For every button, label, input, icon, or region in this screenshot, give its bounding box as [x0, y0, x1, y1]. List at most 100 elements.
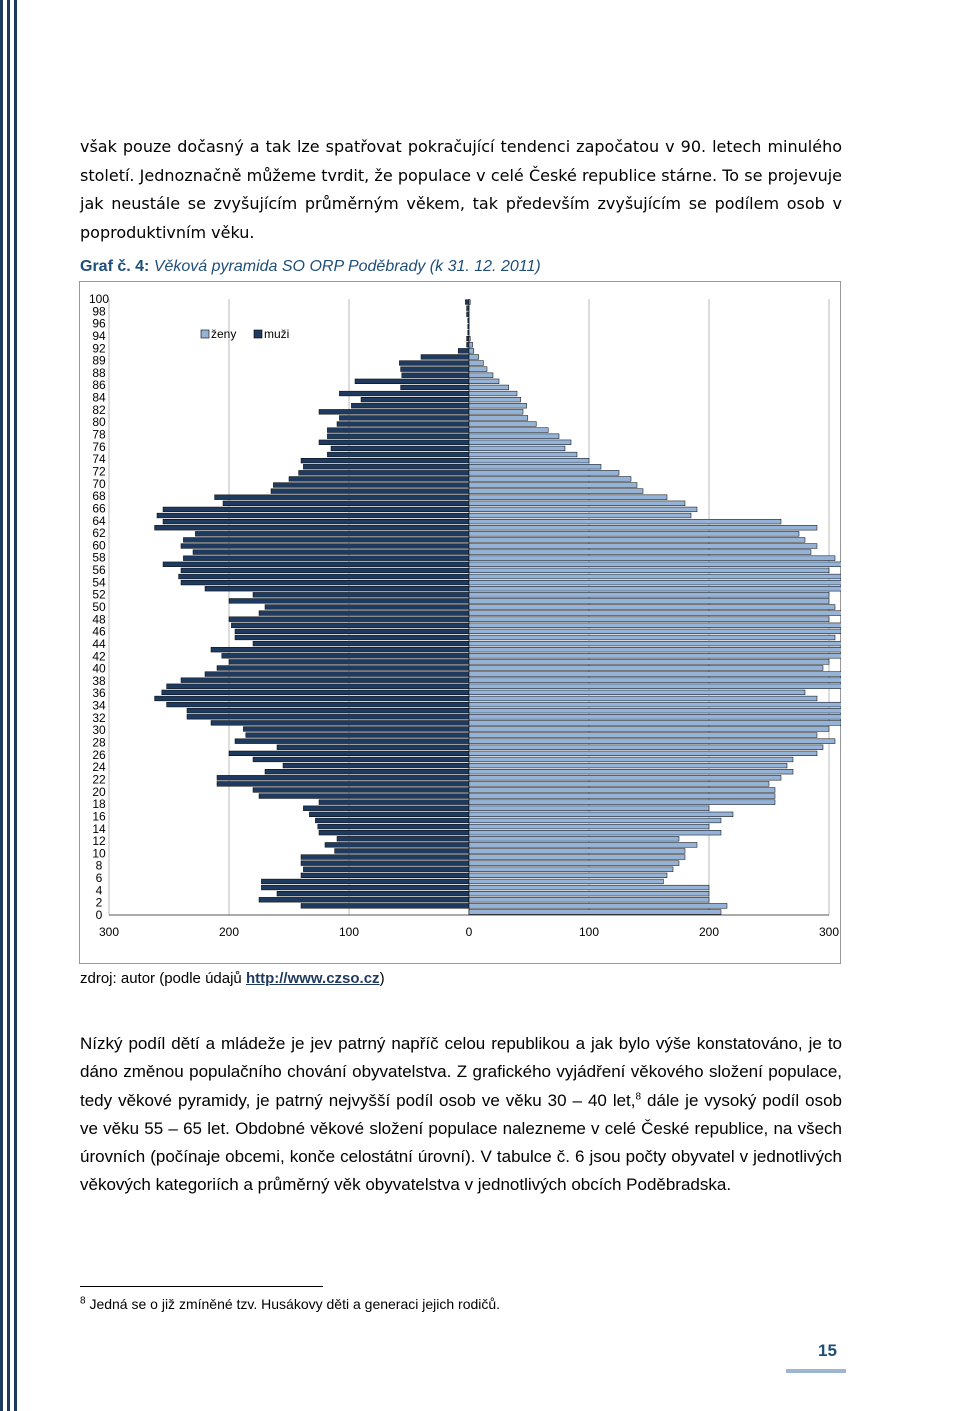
- y-tick-label: 64: [92, 514, 106, 528]
- bar-muzi: [261, 884, 470, 891]
- bar-muzi: [457, 348, 470, 354]
- bar-muzi: [318, 799, 470, 805]
- y-tick-label: 86: [92, 378, 106, 392]
- bar-zeny: [468, 744, 824, 750]
- y-tick-label: 74: [92, 452, 106, 466]
- bar-zeny: [468, 518, 782, 525]
- bar-zeny: [468, 537, 806, 543]
- bar-zeny: [468, 567, 830, 574]
- bar-zeny: [468, 909, 722, 915]
- footnote: 8 Jedná se o již zmíněné tzv. Husákovy d…: [80, 1296, 500, 1312]
- bar-muzi: [154, 525, 470, 531]
- bar-zeny: [468, 903, 728, 909]
- bar-zeny: [468, 823, 710, 830]
- source-link[interactable]: http://www.czso.cz: [245, 970, 380, 987]
- bar-zeny: [468, 403, 527, 409]
- bar-muzi: [339, 415, 470, 421]
- y-tick-label: 48: [92, 612, 106, 626]
- x-tick-label: 0: [466, 925, 473, 939]
- y-tick-label: 14: [92, 822, 106, 836]
- bar-muzi: [234, 738, 470, 744]
- bar-zeny: [468, 360, 484, 366]
- y-tick-label: 4: [96, 883, 103, 897]
- bar-muzi: [466, 305, 470, 311]
- bar-zeny: [468, 604, 836, 610]
- bar-muzi: [300, 860, 470, 866]
- bar-muzi: [327, 451, 470, 458]
- bar-zeny: [468, 586, 841, 592]
- bar-muzi: [264, 604, 470, 610]
- bar-zeny: [468, 659, 830, 665]
- y-tick-label: 100: [89, 292, 109, 306]
- figure-label: Graf č. 4:: [80, 258, 150, 275]
- figure-title: Věková pyramida SO ORP Poděbrady (k 31. …: [153, 258, 541, 275]
- bar-zeny: [468, 854, 686, 860]
- bar-muzi: [204, 586, 470, 592]
- y-tick-label: 8: [96, 859, 103, 873]
- bar-zeny: [468, 897, 710, 903]
- bar-muzi: [228, 750, 470, 757]
- bar-muzi: [162, 561, 470, 567]
- bar-muzi: [234, 634, 470, 641]
- bar-muzi: [245, 732, 470, 738]
- bar-zeny: [468, 476, 632, 482]
- bar-muzi: [334, 848, 470, 854]
- bar-muzi: [400, 366, 470, 372]
- legend-swatch-muzi: [253, 329, 263, 339]
- bar-zeny: [468, 805, 710, 811]
- bar-muzi: [276, 891, 470, 897]
- bar-zeny: [468, 457, 590, 464]
- bar-muzi: [178, 573, 470, 580]
- bar-muzi: [330, 445, 470, 452]
- bar-zeny: [468, 610, 841, 616]
- bar-muzi: [466, 336, 470, 342]
- source-prefix: zdroj: autor (podle údajů: [80, 970, 246, 987]
- footnote-ref[interactable]: 8: [635, 1090, 642, 1102]
- bar-muzi: [303, 805, 470, 811]
- y-tick-label: 98: [92, 304, 106, 318]
- bar-zeny: [468, 738, 836, 744]
- bar-zeny: [468, 708, 841, 714]
- bar-zeny: [468, 579, 841, 586]
- bar-zeny: [468, 336, 471, 342]
- bar-zeny: [468, 488, 644, 494]
- bar-zeny: [468, 683, 841, 689]
- y-tick-label: 32: [92, 711, 106, 725]
- y-tick-label: 66: [92, 501, 106, 515]
- footnote-divider: [80, 1286, 323, 1287]
- x-tick-label: 300: [99, 925, 119, 939]
- y-tick-label: 10: [92, 846, 106, 860]
- y-tick-label: 84: [92, 391, 106, 405]
- bar-zeny: [468, 811, 734, 817]
- footnote-number: 8: [80, 1295, 86, 1307]
- y-tick-label: 28: [92, 736, 106, 750]
- bar-zeny: [468, 445, 566, 452]
- x-tick-label: 100: [579, 925, 599, 939]
- bar-zeny: [468, 695, 818, 702]
- bar-muzi: [420, 354, 470, 360]
- bar-muzi: [252, 756, 470, 763]
- bar-muzi: [258, 610, 470, 616]
- bar-zeny: [468, 653, 841, 659]
- source-note: zdroj: autor (podle údajů http://www.czs…: [80, 970, 385, 987]
- y-tick-label: 30: [92, 723, 106, 737]
- bar-zeny: [468, 482, 638, 488]
- bar-zeny: [468, 464, 602, 470]
- bar-muzi: [303, 464, 470, 470]
- bar-zeny: [468, 665, 824, 671]
- y-tick-label: 26: [92, 748, 106, 762]
- bar-zeny: [468, 299, 471, 305]
- y-tick-label: 18: [92, 797, 106, 811]
- y-tick-label: 46: [92, 625, 106, 639]
- bar-muzi: [276, 744, 470, 750]
- bar-muzi: [161, 689, 470, 696]
- bar-muzi: [339, 390, 470, 397]
- y-tick-label: 58: [92, 551, 106, 565]
- bar-zeny: [468, 793, 776, 799]
- bar-muzi: [210, 720, 470, 726]
- figure-caption: Graf č. 4: Věková pyramida SO ORP Poděbr…: [80, 258, 541, 276]
- bar-muzi: [336, 836, 470, 842]
- bar-zeny: [468, 378, 500, 384]
- bar-zeny: [468, 781, 770, 787]
- y-tick-label: 12: [92, 834, 106, 848]
